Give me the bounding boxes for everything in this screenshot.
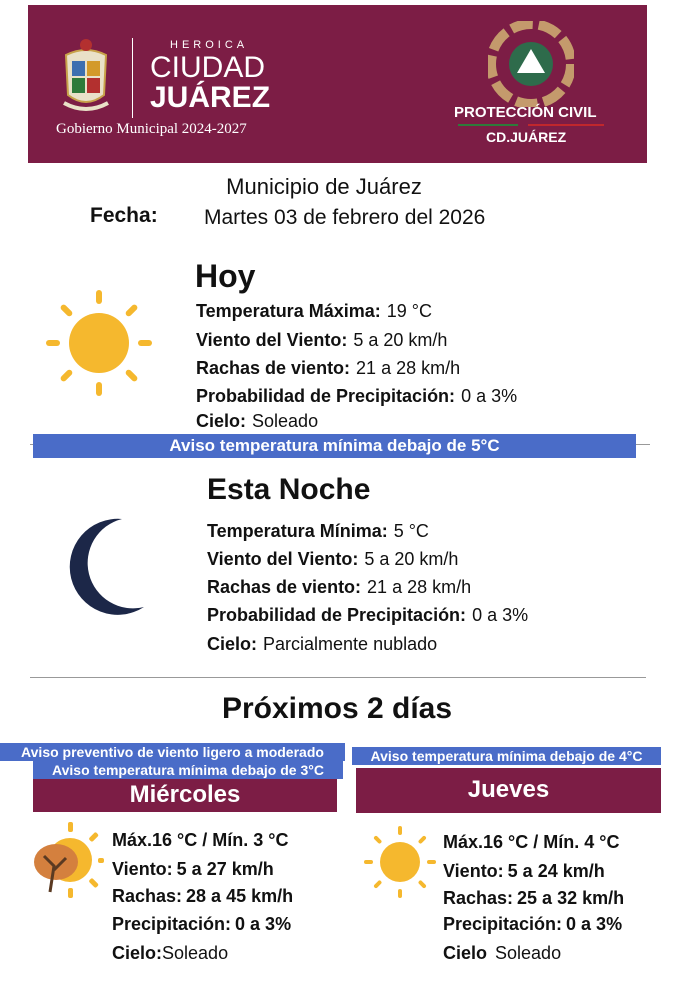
- flag-stripe-green: [458, 124, 518, 126]
- row-value: Soleado: [162, 943, 229, 963]
- tonight-precip: Probabilidad de Precipitación: 0 a 3%: [207, 605, 528, 626]
- row-label: Probabilidad de Precipitación:: [207, 605, 467, 625]
- row-value: 28 a 45 km/h: [186, 886, 294, 906]
- government-period: Gobierno Municipal 2024-2027: [56, 121, 247, 137]
- today-warning: Aviso temperatura mínima debajo de 5°C: [33, 434, 636, 458]
- row-label: Precipitación:: [112, 914, 232, 934]
- row-value: 5 a 27 km/h: [176, 859, 274, 879]
- wednesday-wind-warning: Aviso preventivo de viento ligero a mode…: [0, 743, 345, 761]
- row-label: Cielo:: [112, 943, 163, 963]
- tonight-sky: Cielo: Parcialmente nublado: [207, 634, 437, 655]
- date-value: Martes 03 de febrero del 2026: [204, 206, 486, 229]
- row-value: 25 a 32 km/h: [517, 888, 625, 908]
- row-label: Precipitación:: [443, 914, 563, 934]
- thursday-sky: Cielo Soleado: [443, 943, 561, 964]
- thursday-temps: Máx.16 °C / Mín. 4 °C: [443, 832, 620, 852]
- today-max-temp: Temperatura Máxima: 19 °C: [196, 301, 432, 322]
- row-label: Viento del Viento:: [196, 330, 348, 350]
- city-name-line2: JUÁREZ: [150, 81, 271, 114]
- tonight-title: Esta Noche: [207, 473, 371, 506]
- row-value: 0 a 3%: [566, 914, 623, 934]
- row-label: Viento del Viento:: [207, 549, 359, 569]
- row-value: 5 a 20 km/h: [353, 330, 448, 350]
- agency-name: PROTECCIÓN CIVIL: [454, 104, 597, 121]
- row-label: Viento:: [112, 859, 173, 879]
- row-value: 5 °C: [393, 521, 429, 541]
- today-precip: Probabilidad de Precipitación: 0 a 3%: [196, 386, 517, 407]
- row-label: Rachas:: [112, 886, 183, 906]
- municipality: Municipio de Juárez: [226, 174, 422, 199]
- row-label: Rachas:: [443, 888, 514, 908]
- row-label: Rachas de viento:: [207, 577, 362, 597]
- row-label: Cielo: [443, 943, 488, 963]
- row-value: 21 a 28 km/h: [367, 577, 472, 597]
- row-value: 5 a 20 km/h: [364, 549, 459, 569]
- wednesday-gusts: Rachas: 28 a 45 km/h: [112, 886, 293, 907]
- row-label: Rachas de viento:: [196, 358, 351, 378]
- city-coat-of-arms-icon: [63, 39, 109, 111]
- wednesday-precip: Precipitación: 0 a 3%: [112, 914, 291, 935]
- header-banner: HEROICA CIUDAD JUÁREZ Gobierno Municipal…: [28, 5, 647, 163]
- thursday-temp-warning: Aviso temperatura mínima debajo de 4°C: [352, 747, 661, 765]
- tonight-wind: Viento del Viento: 5 a 20 km/h: [207, 549, 458, 570]
- tonight-gusts: Rachas de viento: 21 a 28 km/h: [207, 577, 471, 598]
- row-value: 0 a 3%: [461, 386, 518, 406]
- day-header-thursday: Jueves: [356, 768, 661, 813]
- divider: [30, 677, 646, 678]
- row-label: Viento:: [443, 861, 504, 881]
- tonight-min-temp: Temperatura Mínima: 5 °C: [207, 521, 429, 542]
- today-wind: Viento del Viento: 5 a 20 km/h: [196, 330, 447, 351]
- today-sky: Cielo: Soleado: [196, 411, 318, 432]
- sun-icon: [46, 290, 152, 396]
- row-value: 5 a 24 km/h: [507, 861, 605, 881]
- row-value: 0 a 3%: [472, 605, 529, 625]
- row-value: Soleado: [495, 943, 562, 963]
- wednesday-temps: Máx.16 °C / Mín. 3 °C: [112, 830, 289, 850]
- row-label: Cielo:: [196, 411, 247, 431]
- row-value: 0 a 3%: [235, 914, 292, 934]
- moon-icon: [69, 518, 144, 615]
- row-value: 19 °C: [386, 301, 432, 321]
- city-name-line1: CIUDAD: [150, 51, 266, 84]
- row-label: Cielo:: [207, 634, 258, 654]
- day-header-wednesday: Miércoles: [33, 779, 337, 812]
- flag-stripe-red: [528, 124, 604, 126]
- municipality-wrap: Municipio de Juárez: [0, 174, 696, 200]
- agency-city: CD.JUÁREZ: [486, 129, 567, 145]
- thursday-precip: Precipitación: 0 a 3%: [443, 914, 622, 935]
- header-divider: [132, 38, 133, 118]
- row-label: Temperatura Máxima:: [196, 301, 381, 321]
- date-label: Fecha:: [90, 204, 158, 227]
- thursday-wind: Viento: 5 a 24 km/h: [443, 861, 605, 882]
- wednesday-sky: Cielo:Soleado: [112, 943, 228, 964]
- row-value: Parcialmente nublado: [263, 634, 438, 654]
- wednesday-wind: Viento: 5 a 27 km/h: [112, 859, 274, 880]
- today-gusts: Rachas de viento: 21 a 28 km/h: [196, 358, 460, 379]
- wednesday-temp-warning: Aviso temperatura mínima debajo de 3°C: [33, 761, 343, 779]
- thursday-gusts: Rachas: 25 a 32 km/h: [443, 888, 624, 909]
- civil-protection-emblem-icon: [488, 21, 574, 107]
- windy-sun-tree-icon: [34, 822, 104, 898]
- today-title: Hoy: [195, 258, 256, 294]
- row-label: Probabilidad de Precipitación:: [196, 386, 456, 406]
- sun-icon: [364, 826, 436, 898]
- row-value: 21 a 28 km/h: [356, 358, 461, 378]
- row-label: Temperatura Mínima:: [207, 521, 388, 541]
- next-days-title: Próximos 2 días: [221, 692, 453, 725]
- city-prefix: HEROICA: [170, 39, 249, 51]
- row-value: Soleado: [252, 411, 319, 431]
